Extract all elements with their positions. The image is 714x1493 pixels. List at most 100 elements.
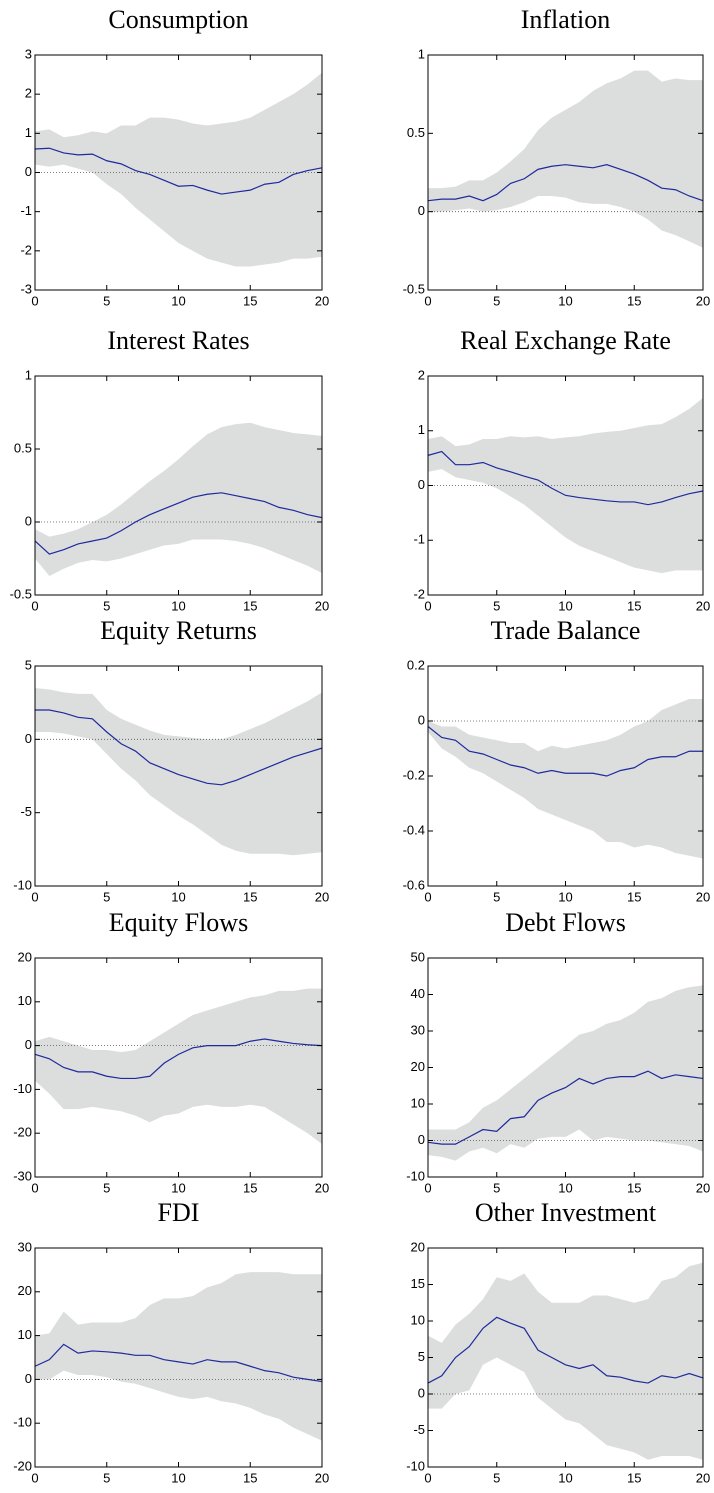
y-tick-label: 30 [411, 1022, 425, 1037]
x-tick-label: 15 [243, 1470, 257, 1485]
y-tick-label: -1 [413, 532, 425, 547]
y-tick-label: 0 [418, 203, 425, 218]
x-tick-label: 15 [243, 598, 257, 613]
panel-title: Other Investment [475, 1198, 657, 1227]
panel-title: Equity Flows [109, 908, 248, 937]
confidence-band [35, 72, 322, 267]
x-tick-label: 10 [171, 889, 185, 904]
y-tick-label: 30 [18, 1239, 32, 1254]
x-tick-label: 5 [103, 293, 110, 308]
x-tick-label: 20 [696, 293, 710, 308]
x-tick-label: 5 [103, 598, 110, 613]
x-tick-label: 10 [171, 1470, 185, 1485]
x-tick-label: 10 [558, 598, 572, 613]
confidence-band [428, 699, 703, 859]
x-tick-label: 20 [315, 598, 329, 613]
y-tick-label: 3 [25, 46, 32, 61]
y-tick-label: 20 [411, 1059, 425, 1074]
response-line [35, 709, 323, 786]
confidence-band [35, 688, 322, 856]
y-tick-label: 1 [25, 367, 32, 382]
x-tick-label: 20 [696, 1180, 710, 1195]
x-tick-label: 10 [558, 1180, 572, 1195]
response-line [427, 164, 704, 202]
x-tick-label: 15 [627, 1180, 641, 1195]
panel-title: FDI [158, 1198, 200, 1227]
x-tick-label: 0 [424, 598, 431, 613]
x-tick-label: 0 [31, 889, 38, 904]
y-tick-label: 0 [418, 1132, 425, 1147]
x-tick-label: 10 [171, 293, 185, 308]
y-tick-label: 0 [25, 1371, 32, 1386]
x-tick-label: 5 [493, 598, 500, 613]
y-tick-label: -3 [20, 281, 32, 296]
y-tick-label: 0 [418, 477, 425, 492]
y-tick-label: 20 [411, 1239, 425, 1254]
y-tick-label: -1 [20, 203, 32, 218]
response-line [34, 147, 323, 195]
y-tick-label: -0.5 [403, 281, 425, 296]
y-tick-label: 10 [411, 1312, 425, 1327]
x-tick-label: 15 [627, 889, 641, 904]
panel-title: Interest Rates [107, 326, 249, 355]
response-line [34, 492, 323, 555]
x-tick-label: 5 [103, 889, 110, 904]
x-tick-label: 20 [315, 293, 329, 308]
x-tick-label: 0 [31, 1470, 38, 1485]
confidence-band [35, 422, 322, 577]
y-tick-label: 0 [25, 164, 32, 179]
confidence-band [35, 988, 322, 1145]
x-tick-label: 20 [315, 1180, 329, 1195]
y-tick-label: 0 [418, 1385, 425, 1400]
y-tick-label: 20 [18, 1283, 32, 1298]
y-tick-label: 50 [411, 949, 425, 964]
y-tick-label: 1 [418, 422, 425, 437]
y-tick-label: 40 [411, 986, 425, 1001]
x-tick-label: 10 [558, 1470, 572, 1485]
x-tick-label: 5 [493, 889, 500, 904]
y-tick-label: 5 [418, 1349, 425, 1364]
confidence-band [35, 1272, 322, 1441]
response-line [34, 1038, 323, 1080]
panel-title: Real Exchange Rate [460, 326, 671, 355]
y-tick-label: -10 [13, 877, 32, 892]
y-tick-label: -0.5 [10, 586, 32, 601]
y-tick-label: 20 [18, 949, 32, 964]
response-line [427, 726, 703, 777]
x-tick-label: 15 [243, 293, 257, 308]
y-tick-label: -10 [406, 1168, 425, 1183]
y-tick-label: 0.2 [407, 657, 425, 672]
x-tick-label: 0 [424, 1470, 431, 1485]
y-tick-label: 10 [411, 1095, 425, 1110]
y-tick-label: -30 [13, 1168, 32, 1183]
x-tick-label: 5 [493, 1180, 500, 1195]
response-line [34, 1343, 323, 1383]
x-tick-label: 0 [31, 1180, 38, 1195]
y-tick-label: -0.4 [403, 822, 425, 837]
x-tick-label: 20 [696, 1470, 710, 1485]
y-tick-label: -20 [13, 1125, 32, 1140]
y-tick-label: -10 [406, 1458, 425, 1473]
x-tick-label: 20 [696, 889, 710, 904]
y-tick-label: 1 [25, 125, 32, 140]
x-tick-label: 15 [627, 293, 641, 308]
y-tick-label: 1 [418, 46, 425, 61]
x-tick-label: 0 [31, 598, 38, 613]
x-tick-label: 0 [424, 1180, 431, 1195]
x-tick-label: 15 [243, 1180, 257, 1195]
confidence-band [428, 70, 703, 248]
panel-title: Equity Returns [100, 616, 257, 645]
y-tick-label: -5 [20, 804, 32, 819]
y-tick-label: 10 [18, 993, 32, 1008]
panel-title: Consumption [108, 5, 248, 34]
x-tick-label: 10 [171, 1180, 185, 1195]
y-tick-label: -10 [13, 1415, 32, 1430]
y-tick-label: 0.5 [407, 125, 425, 140]
x-tick-label: 10 [558, 293, 572, 308]
y-tick-label: 10 [18, 1327, 32, 1342]
y-tick-label: 15 [411, 1276, 425, 1291]
y-tick-label: 2 [418, 367, 425, 382]
y-tick-label: 5 [25, 657, 32, 672]
x-tick-label: 0 [424, 293, 431, 308]
y-tick-label: 0.5 [14, 440, 32, 455]
